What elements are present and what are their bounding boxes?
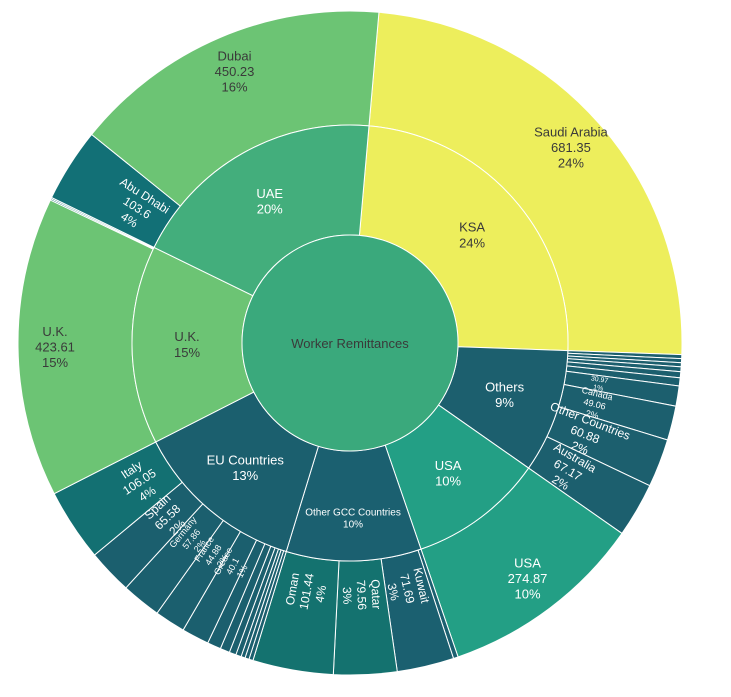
outer-label-u-k-line: 15%: [42, 355, 68, 370]
inner-label-uae-line: UAE: [256, 186, 283, 201]
outer-label-saudi-arabia-line: 24%: [558, 156, 584, 171]
outer-label-u-k-line: U.K.: [42, 324, 67, 339]
inner-label-other-gcc-countries-line: 10%: [343, 519, 363, 530]
outer-label-kuwait-line: 71.69: [397, 572, 418, 605]
outer-label-u-k: U.K. 423.61 15%: [35, 324, 75, 370]
inner-label-others: Others 9%: [485, 379, 525, 410]
outer-label-saudi-arabia: Saudi Arabia 681.35 24%: [534, 124, 608, 170]
inner-ring: [131, 124, 569, 562]
outer-label-kuwait: Kuwait71.693%: [382, 566, 432, 611]
outer-label-oman: Oman101.444%: [282, 569, 331, 613]
outer-label-qatar-line: Qatar: [368, 579, 383, 610]
outer-label-usa-line: USA: [514, 556, 541, 571]
outer-ring: [17, 10, 683, 676]
inner-label-usa: USA 10%: [435, 458, 462, 489]
inner-label-uae-line: 20%: [257, 201, 283, 216]
outer-label-qatar-line: 79.56: [354, 580, 369, 611]
outer-label-oman-line: 101.44: [297, 572, 317, 611]
outer-label-greece: Greece40.11%: [212, 546, 254, 587]
root-node: Worker Remittances: [241, 234, 459, 452]
inner-label-eu-countries: EU Countries 13%: [207, 453, 285, 484]
inner-label-u-k-line: 15%: [174, 345, 200, 360]
inner-label-usa-line: USA: [435, 458, 462, 473]
inner-label-u-k-line: U.K.: [174, 329, 199, 344]
outer-label-usa-line: 10%: [515, 587, 541, 602]
outer-label-usa-line: 274.87: [508, 571, 548, 586]
outer-label-other-countries-line: 2%: [569, 438, 591, 457]
outer-label-30-97: 30.971%: [589, 375, 609, 393]
outer-label-canada-line: 2%: [585, 408, 600, 421]
outer-label-qatar-line: 3%: [340, 587, 355, 605]
outer-label-dubai-line: Dubai: [218, 48, 252, 63]
outer-label-saudi-arabia-line: Saudi Arabia: [534, 124, 608, 139]
outer-label-u-k-line: 423.61: [35, 339, 75, 354]
inner-label-others-line: Others: [485, 379, 525, 394]
outer-label-kuwait-line: 3%: [384, 582, 402, 602]
inner-label-other-gcc-countries-line: Other GCC Countries: [305, 507, 401, 518]
outer-label-oman-line: Oman: [283, 572, 302, 607]
root-label: Worker Remittances: [291, 336, 409, 351]
inner-label-eu-countries-line: 13%: [232, 468, 258, 483]
outer-label-dubai: Dubai 450.23 16%: [215, 48, 255, 94]
outer-label-30-97-line: 1%: [593, 384, 604, 393]
outer-label-dubai-line: 16%: [221, 80, 247, 95]
outer-label-qatar: Qatar79.563%: [339, 579, 383, 611]
inner-label-ksa-line: 24%: [459, 235, 485, 250]
inner-label-others-line: 9%: [495, 395, 514, 410]
outer-label-oman-line: 4%: [312, 584, 329, 604]
inner-label-ksa: KSA 24%: [459, 220, 485, 251]
inner-label-other-gcc-countries: Other GCC Countries 10%: [305, 507, 401, 530]
outer-label-dubai-line: 450.23: [215, 64, 255, 79]
inner-label-eu-countries-line: EU Countries: [207, 453, 285, 468]
outer-label-30-97-line: 30.97: [590, 375, 609, 385]
root-circle[interactable]: [241, 234, 459, 452]
inner-label-u-k: U.K. 15%: [174, 329, 200, 360]
outer-label-saudi-arabia-line: 681.35: [551, 140, 591, 155]
inner-label-usa-line: 10%: [435, 474, 461, 489]
inner-label-uae: UAE 20%: [256, 186, 283, 217]
inner-label-ksa-line: KSA: [459, 220, 485, 235]
outer-label-usa: USA 274.87 10%: [508, 556, 548, 602]
